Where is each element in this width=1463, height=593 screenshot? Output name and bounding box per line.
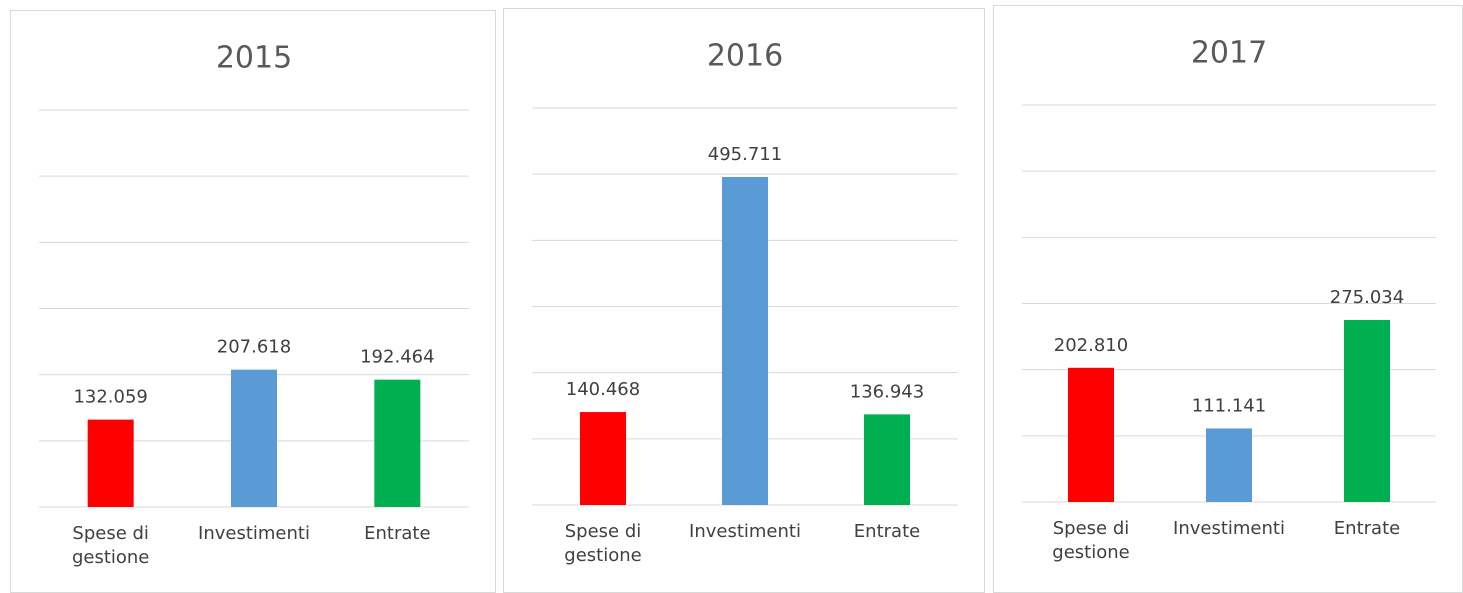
x-tick-label: Entrate (853, 521, 921, 542)
bar (722, 177, 768, 505)
data-label: 140.468 (566, 379, 640, 400)
chart-panel: 2015 132.059 207.618 192.464 Spese di gestio… (10, 10, 496, 593)
data-label: 202.810 (1054, 335, 1128, 356)
chart-panel: 2016 140.468 495.711 136.943 Spese di gestio… (503, 8, 985, 593)
chart: 2017 202.810 111.141 275.034 (1022, 36, 1436, 503)
x-tick-label: Investimenti (689, 521, 801, 542)
x-tick-label: Entrate (364, 523, 431, 544)
x-tick-label: Investimenti (198, 523, 310, 544)
data-label: 136.943 (850, 381, 924, 402)
x-tick-label: Investimenti (1173, 518, 1285, 539)
chart-title: 2017 (1191, 36, 1267, 71)
x-tick-label: Entrate (1333, 518, 1401, 539)
bar (864, 414, 910, 505)
bar (87, 419, 134, 507)
chart: 2015 132.059 207.618 192.464 (39, 41, 469, 508)
bar (1344, 320, 1390, 502)
chart-title: 2016 (707, 39, 783, 74)
bar (580, 412, 626, 505)
data-label: 132.059 (73, 387, 147, 408)
data-label: 192.464 (360, 347, 434, 368)
x-tick-label: Spese di gestione (1052, 518, 1130, 563)
data-label: 111.141 (1192, 395, 1266, 416)
bar (374, 379, 421, 507)
chart-title: 2015 (216, 41, 292, 76)
x-tick-label: Spese di gestione (564, 521, 642, 566)
chart: 2016 140.468 495.711 136.943 (532, 39, 958, 506)
data-label: 207.618 (217, 337, 291, 358)
data-label: 275.034 (1330, 287, 1404, 308)
x-tick-label: Spese di gestione (71, 523, 150, 568)
data-label: 495.711 (708, 144, 782, 165)
bar (1068, 367, 1114, 502)
chart-panel: 2017 202.810 111.141 275.034 Spese di gestio… (993, 5, 1463, 593)
bar (1206, 428, 1252, 502)
bar (231, 369, 277, 507)
